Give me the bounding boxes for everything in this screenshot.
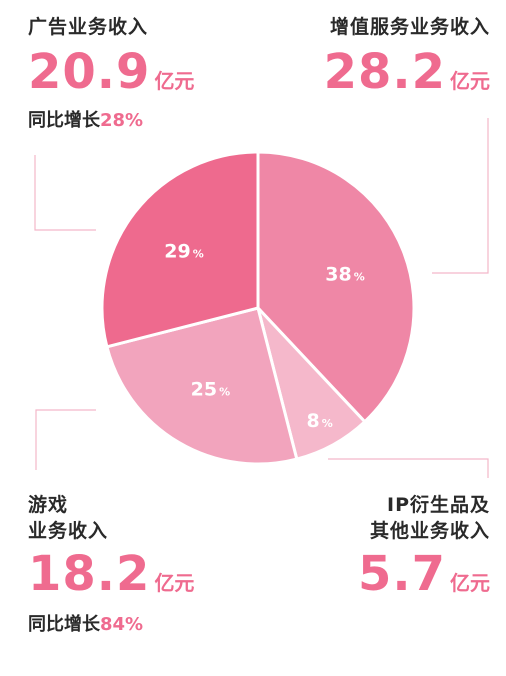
- leader-line-games: [35, 409, 96, 470]
- ads-amount-value: 20.9: [28, 44, 151, 100]
- games-growth-value: 84%: [100, 614, 144, 635]
- ip-amount-value: 5.7: [357, 546, 446, 602]
- games-amount-value: 18.2: [28, 546, 151, 602]
- games-block: 游戏 业务收入 18.2 亿元 同比增长84%: [28, 492, 194, 636]
- leader-line-vas: [432, 118, 489, 274]
- ip-amount-unit: 亿元: [450, 571, 490, 595]
- vas-amount-unit: 亿元: [450, 69, 490, 93]
- leader-lines: [34, 118, 489, 478]
- games-amount: 18.2 亿元: [28, 546, 194, 602]
- pie-slices: [100, 150, 416, 466]
- leader-line-ip: [328, 458, 489, 478]
- ads-title: 广告业务收入: [28, 16, 149, 38]
- pie-slice: [100, 150, 260, 349]
- leader-line-ads: [34, 155, 96, 231]
- vas-title: 增值服务业务收入: [329, 16, 490, 38]
- games-growth: 同比增长84%: [28, 610, 194, 636]
- games-amount-unit: 亿元: [154, 571, 195, 595]
- games-title-line1: 游戏: [28, 494, 69, 516]
- ads-growth: 同比增长28%: [28, 106, 194, 132]
- ip-title-line2: 其他业务收入: [369, 520, 490, 542]
- pie-slice-label: 29%: [164, 241, 203, 263]
- games-title-line2: 业务收入: [28, 520, 109, 542]
- ads-growth-label: 同比增长: [28, 110, 100, 131]
- pie-slice: [105, 306, 299, 466]
- ads-block: 广告业务收入 20.9 亿元 同比增长28%: [28, 14, 194, 132]
- pie-slice-label: 8%: [306, 410, 332, 432]
- ip-amount: 5.7 亿元: [358, 546, 490, 602]
- games-growth-label: 同比增长: [28, 614, 100, 635]
- ads-amount-unit: 亿元: [154, 69, 195, 93]
- pie-slice-label: 25%: [191, 379, 230, 401]
- vas-block: 增值服务业务收入 28.2 亿元: [324, 14, 490, 100]
- pie-slice-label: 38%: [325, 264, 364, 286]
- ads-amount: 20.9 亿元: [28, 44, 194, 100]
- vas-amount-value: 28.2: [323, 44, 446, 100]
- pie-slice-labels: 38 % 8 % 25 % 29%: [164, 241, 364, 433]
- ip-title-line1: IP衍生品及: [387, 494, 490, 516]
- ads-growth-value: 28%: [100, 110, 144, 131]
- ip-block: IP衍生品及 其他业务收入 5.7 亿元: [358, 492, 490, 602]
- pie-slice: [256, 150, 416, 424]
- vas-amount: 28.2 亿元: [324, 44, 490, 100]
